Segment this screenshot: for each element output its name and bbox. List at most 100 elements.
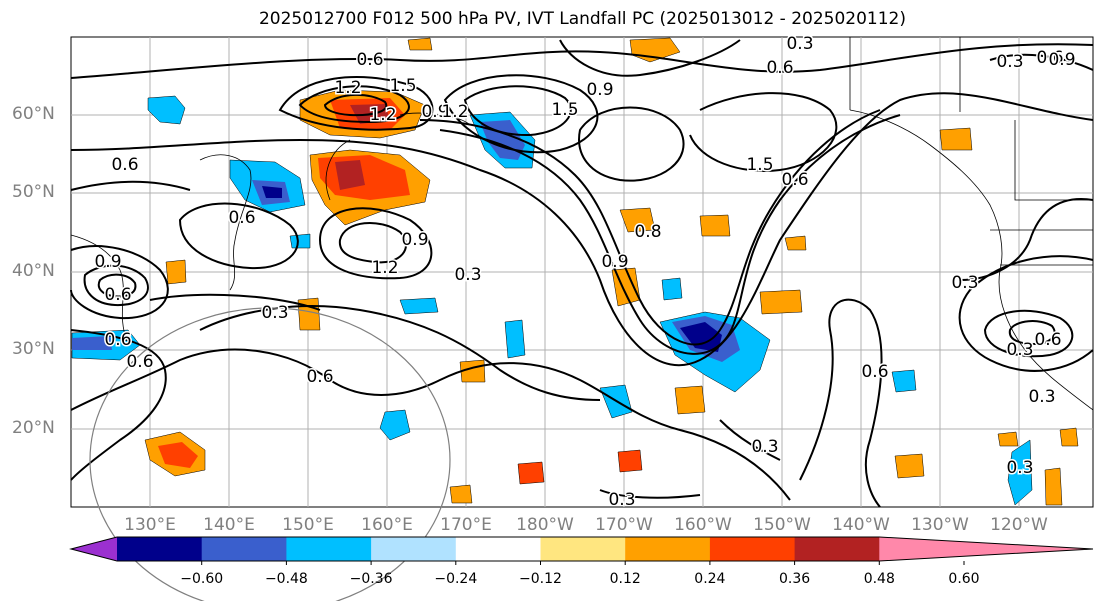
contour-label: 0.9 (601, 252, 628, 272)
coastline (70, 234, 126, 336)
contour-label: 0.3 (951, 273, 978, 293)
contour-line (178, 202, 299, 270)
contour-label: 0.9 (94, 252, 121, 272)
longitude-label: 160°E (361, 515, 413, 535)
pv-anomaly-shading (71, 37, 1079, 506)
positive-anomaly-region (517, 461, 545, 485)
positive-anomaly-region (939, 127, 973, 151)
contour-line (799, 298, 883, 508)
contour-line (278, 76, 434, 131)
coastline (325, 139, 351, 201)
colorbar-extend-max (879, 537, 1093, 561)
colorbar-tick-label: 0.24 (694, 571, 726, 587)
colorbar-segment (709, 537, 796, 561)
negative-anomaly-region (379, 409, 411, 441)
contour-line (958, 255, 1094, 372)
contour-label: 1.2 (334, 78, 361, 98)
contour-label: 0.9 (1048, 50, 1075, 70)
positive-anomaly-region (674, 385, 706, 415)
positive-anomaly-region (699, 214, 731, 237)
contour-line (318, 207, 433, 280)
longitude-label: 170°W (595, 515, 653, 535)
contour-line (439, 114, 901, 355)
colorbar-tick-label: −0.24 (434, 571, 478, 587)
latitude-label: 60°N (12, 104, 55, 124)
negative-anomaly-region (661, 277, 683, 301)
contour-label: 1.5 (551, 100, 578, 120)
contour-line (323, 93, 388, 117)
contour-label: 1.2 (371, 258, 398, 278)
longitude-label: 120°W (990, 515, 1048, 535)
longitude-label: 150°E (282, 515, 334, 535)
colorbar-segment (117, 537, 203, 561)
contour-line (338, 221, 407, 264)
contour-label: 0.6 (1034, 330, 1061, 350)
contour-line (463, 85, 572, 137)
positive-anomaly-region (619, 207, 656, 233)
contour-label: 1.2 (369, 105, 396, 125)
positive-anomaly-region (784, 235, 807, 251)
contour-line (599, 489, 701, 499)
contour-label: 0.3 (1006, 458, 1033, 478)
coastline (199, 154, 252, 291)
contour-line (989, 53, 1094, 71)
colorbar-segment (286, 537, 372, 561)
contour-line (719, 419, 781, 461)
contour-label: 0.3 (1006, 340, 1033, 360)
colorbar-segment (540, 537, 626, 561)
contour-line (70, 245, 169, 320)
positive-anomaly-region (997, 431, 1019, 447)
negative-anomaly-region (262, 186, 282, 198)
coastline (849, 109, 1094, 411)
colorbar-extend-min (71, 537, 117, 561)
positive-anomaly-region (335, 160, 365, 190)
latitude-label: 40°N (12, 261, 55, 281)
contour-line (70, 180, 191, 191)
latitude-label: 20°N (12, 418, 55, 438)
colorbar-tick-label: 0.36 (779, 571, 811, 587)
positive-anomaly-region (617, 449, 643, 473)
contour-line (199, 305, 601, 401)
colorbar-tick-label: 0.60 (948, 571, 980, 587)
negative-anomaly-region (72, 336, 112, 350)
colorbar-segment (794, 537, 880, 561)
contour-line (70, 92, 1094, 367)
contour-line (70, 348, 791, 501)
positive-anomaly-region (165, 259, 187, 285)
contour-line (83, 264, 149, 307)
pv-contours (70, 39, 1094, 508)
ivt-landfall-circle (89, 307, 451, 601)
contour-label: 0.8 (634, 222, 661, 242)
contour-label: 0.6 (126, 352, 153, 372)
colorbar-tick-label: 0.12 (609, 571, 641, 587)
contour-line (559, 39, 741, 77)
colorbar-segment (625, 537, 711, 561)
contour-label: 0.6 (111, 155, 138, 175)
contour-label: 0.6 (781, 170, 808, 190)
colorbar-tick-label: −0.36 (349, 571, 393, 587)
colorbar-segment (455, 537, 541, 561)
coastline (399, 112, 471, 126)
contour-label: 0.6 (356, 50, 383, 70)
contour-line (298, 85, 410, 124)
contour-label: 0.6 (766, 58, 793, 78)
contour-label: 0.9 (586, 80, 613, 100)
contour-line (97, 273, 137, 298)
negative-anomaly-region (399, 297, 439, 315)
contour-label: 0.3 (786, 34, 813, 54)
contour-labels: 0.61.2 1.51.2 0.9 1.51.20.6 0.3 0.60.90.6 1.50… (93, 33, 1077, 512)
colorbar (69, 536, 1094, 565)
positive-anomaly-region (449, 484, 473, 504)
contour-line (578, 106, 685, 182)
contour-label: 0.3 (751, 437, 778, 457)
positive-anomaly-region (158, 442, 198, 468)
contour-line (959, 198, 1094, 281)
latitude-label: 50°N (12, 182, 55, 202)
longitude-label: 160°W (674, 515, 732, 535)
contour-label: 0.6 (306, 367, 333, 387)
negative-anomaly-region (1007, 439, 1033, 506)
contour-label: 0.6 (228, 208, 255, 228)
contour-line (689, 92, 838, 172)
longitude-label: 170°E (440, 515, 492, 535)
